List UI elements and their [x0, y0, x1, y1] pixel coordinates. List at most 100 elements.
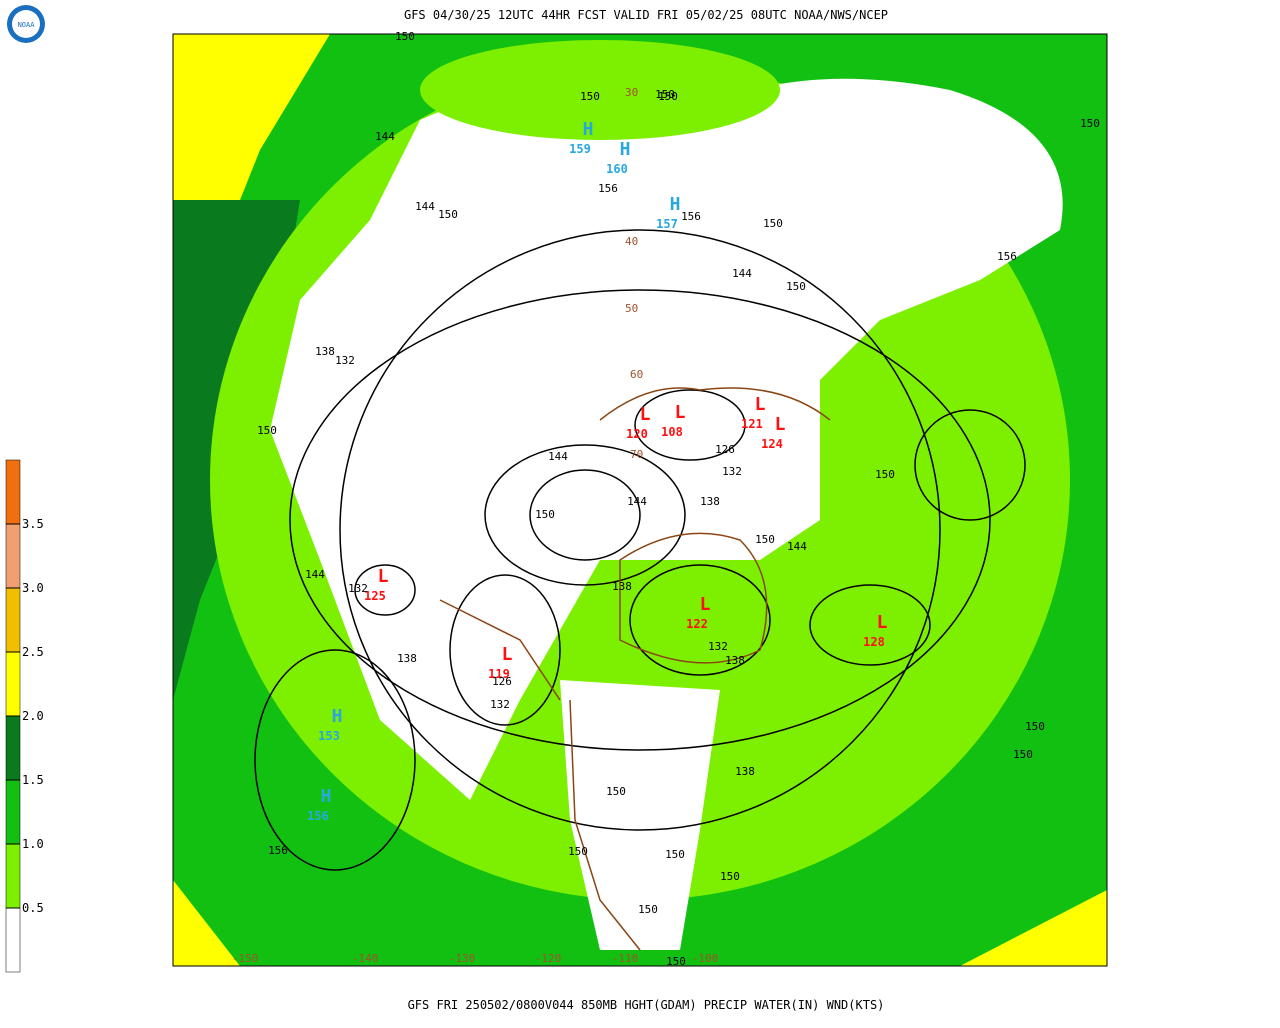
contour-label: 150 [875, 468, 895, 481]
longitude-label: -110 [612, 952, 639, 965]
contour-label: 126 [492, 675, 512, 688]
colorbar-segment [5, 587, 21, 653]
contour-label: 144 [548, 450, 568, 463]
center-value: 159 [569, 142, 591, 156]
longitude-label: -140 [352, 952, 379, 965]
center-letter: L [502, 644, 513, 665]
contour-label: 150 [720, 870, 740, 883]
center-letter: H [583, 119, 594, 140]
center-value: 156 [307, 809, 329, 823]
map [172, 33, 1108, 967]
center-value: 120 [626, 427, 648, 441]
contour-label: 150 [1080, 117, 1100, 130]
contour-label: 150 [658, 90, 678, 103]
colorbar-label: 1.0 [22, 837, 44, 851]
latitude-label: 30 [625, 86, 638, 99]
center-value: 124 [761, 437, 783, 451]
center-value: 128 [863, 635, 885, 649]
region [560, 680, 720, 950]
contour-label: 150 [257, 424, 277, 437]
region [173, 34, 330, 400]
contour-label: 150 [655, 88, 675, 101]
center-letter: L [775, 414, 786, 435]
center-letter: L [675, 402, 686, 423]
contour-label: 144 [787, 540, 807, 553]
contour-label: 138 [315, 345, 335, 358]
contour-label: 132 [722, 465, 742, 478]
center-letter: L [640, 404, 651, 425]
colorbar-label: 0.5 [22, 901, 44, 915]
contour-label: 150 [568, 845, 588, 858]
longitude-label: -120 [535, 952, 562, 965]
colorbar-segment [5, 715, 21, 781]
contour-label: 150 [535, 508, 555, 521]
title: GFS 04/30/25 12UTC 44HR FCST VALID FRI 0… [404, 8, 888, 22]
contour-label: 150 [438, 208, 458, 221]
latitude-label: 50 [625, 302, 638, 315]
contour-label: 132 [708, 640, 728, 653]
contour-label: 150 [395, 30, 415, 43]
colorbar-label: 2.0 [22, 709, 44, 723]
contour-label: 150 [666, 955, 686, 968]
contour-label: 150 [580, 90, 600, 103]
contour-label: 138 [700, 495, 720, 508]
contour-label: 138 [725, 654, 745, 667]
colorbar-label: 2.5 [22, 645, 44, 659]
contour-label: 150 [786, 280, 806, 293]
contour-label: 150 [755, 533, 775, 546]
colorbar-segment [5, 843, 21, 909]
contour-label: 144 [375, 130, 395, 143]
contour-label: 126 [715, 443, 735, 456]
center-letter: L [378, 566, 389, 587]
center-letter: L [755, 394, 766, 415]
contour-label: 150 [1013, 748, 1033, 761]
center-value: 122 [686, 617, 708, 631]
colorbar-segment [5, 779, 21, 845]
contour-label: 132 [348, 582, 368, 595]
contour-label: 144 [732, 267, 752, 280]
map-frame [172, 33, 1108, 967]
logo-inner [12, 10, 40, 38]
contour-label: 144 [415, 200, 435, 213]
contour-label: 138 [735, 765, 755, 778]
contour-label: 156 [997, 250, 1017, 263]
center-value: 121 [741, 417, 763, 431]
contour-label: 138 [397, 652, 417, 665]
center-value: 157 [656, 217, 678, 231]
center-value: 125 [364, 589, 386, 603]
longitude-label: -150 [232, 952, 259, 965]
center-letter: H [620, 139, 631, 160]
center-letter: L [877, 612, 888, 633]
center-letter: L [700, 594, 711, 615]
coastlines [439, 387, 831, 951]
contour-label: 156 [681, 210, 701, 223]
colorbar-segment [5, 459, 21, 525]
center-value: 108 [661, 425, 683, 439]
center-letter: H [670, 194, 681, 215]
region [420, 40, 780, 140]
colorbar-label: 3.0 [22, 581, 44, 595]
center-value: 153 [318, 729, 340, 743]
contour-label: 138 [612, 580, 632, 593]
contour-label: 144 [305, 568, 325, 581]
center-value: 160 [606, 162, 628, 176]
contour-label: 132 [490, 698, 510, 711]
colorbar-segment [5, 907, 21, 973]
colorbar-label: 3.5 [22, 517, 44, 531]
latitude-label: 40 [625, 235, 638, 248]
contour-label: 150 [763, 217, 783, 230]
contour-label: 150 [1025, 720, 1045, 733]
latitude-label: 70 [630, 448, 643, 461]
center-value: 119 [488, 667, 510, 681]
longitude-label: -100 [692, 952, 719, 965]
region [173, 880, 240, 966]
center-letter: H [321, 786, 332, 807]
contours [254, 229, 1026, 871]
contour-label: 144 [627, 495, 647, 508]
colorbar-label: 1.5 [22, 773, 44, 787]
colorbar-segment [5, 523, 21, 589]
footer: GFS FRI 250502/0800V044 850MB HGHT(GDAM)… [408, 998, 885, 1012]
center-letter: H [332, 706, 343, 727]
contour-label: 150 [665, 848, 685, 861]
